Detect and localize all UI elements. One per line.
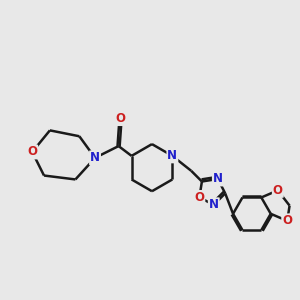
Text: O: O [27, 146, 37, 158]
Text: N: N [209, 198, 219, 211]
Text: O: O [116, 112, 126, 125]
Text: O: O [282, 214, 292, 227]
Text: N: N [90, 152, 100, 164]
Text: O: O [273, 184, 283, 197]
Text: N: N [167, 149, 177, 162]
Text: N: N [213, 172, 223, 185]
Text: O: O [194, 191, 204, 204]
